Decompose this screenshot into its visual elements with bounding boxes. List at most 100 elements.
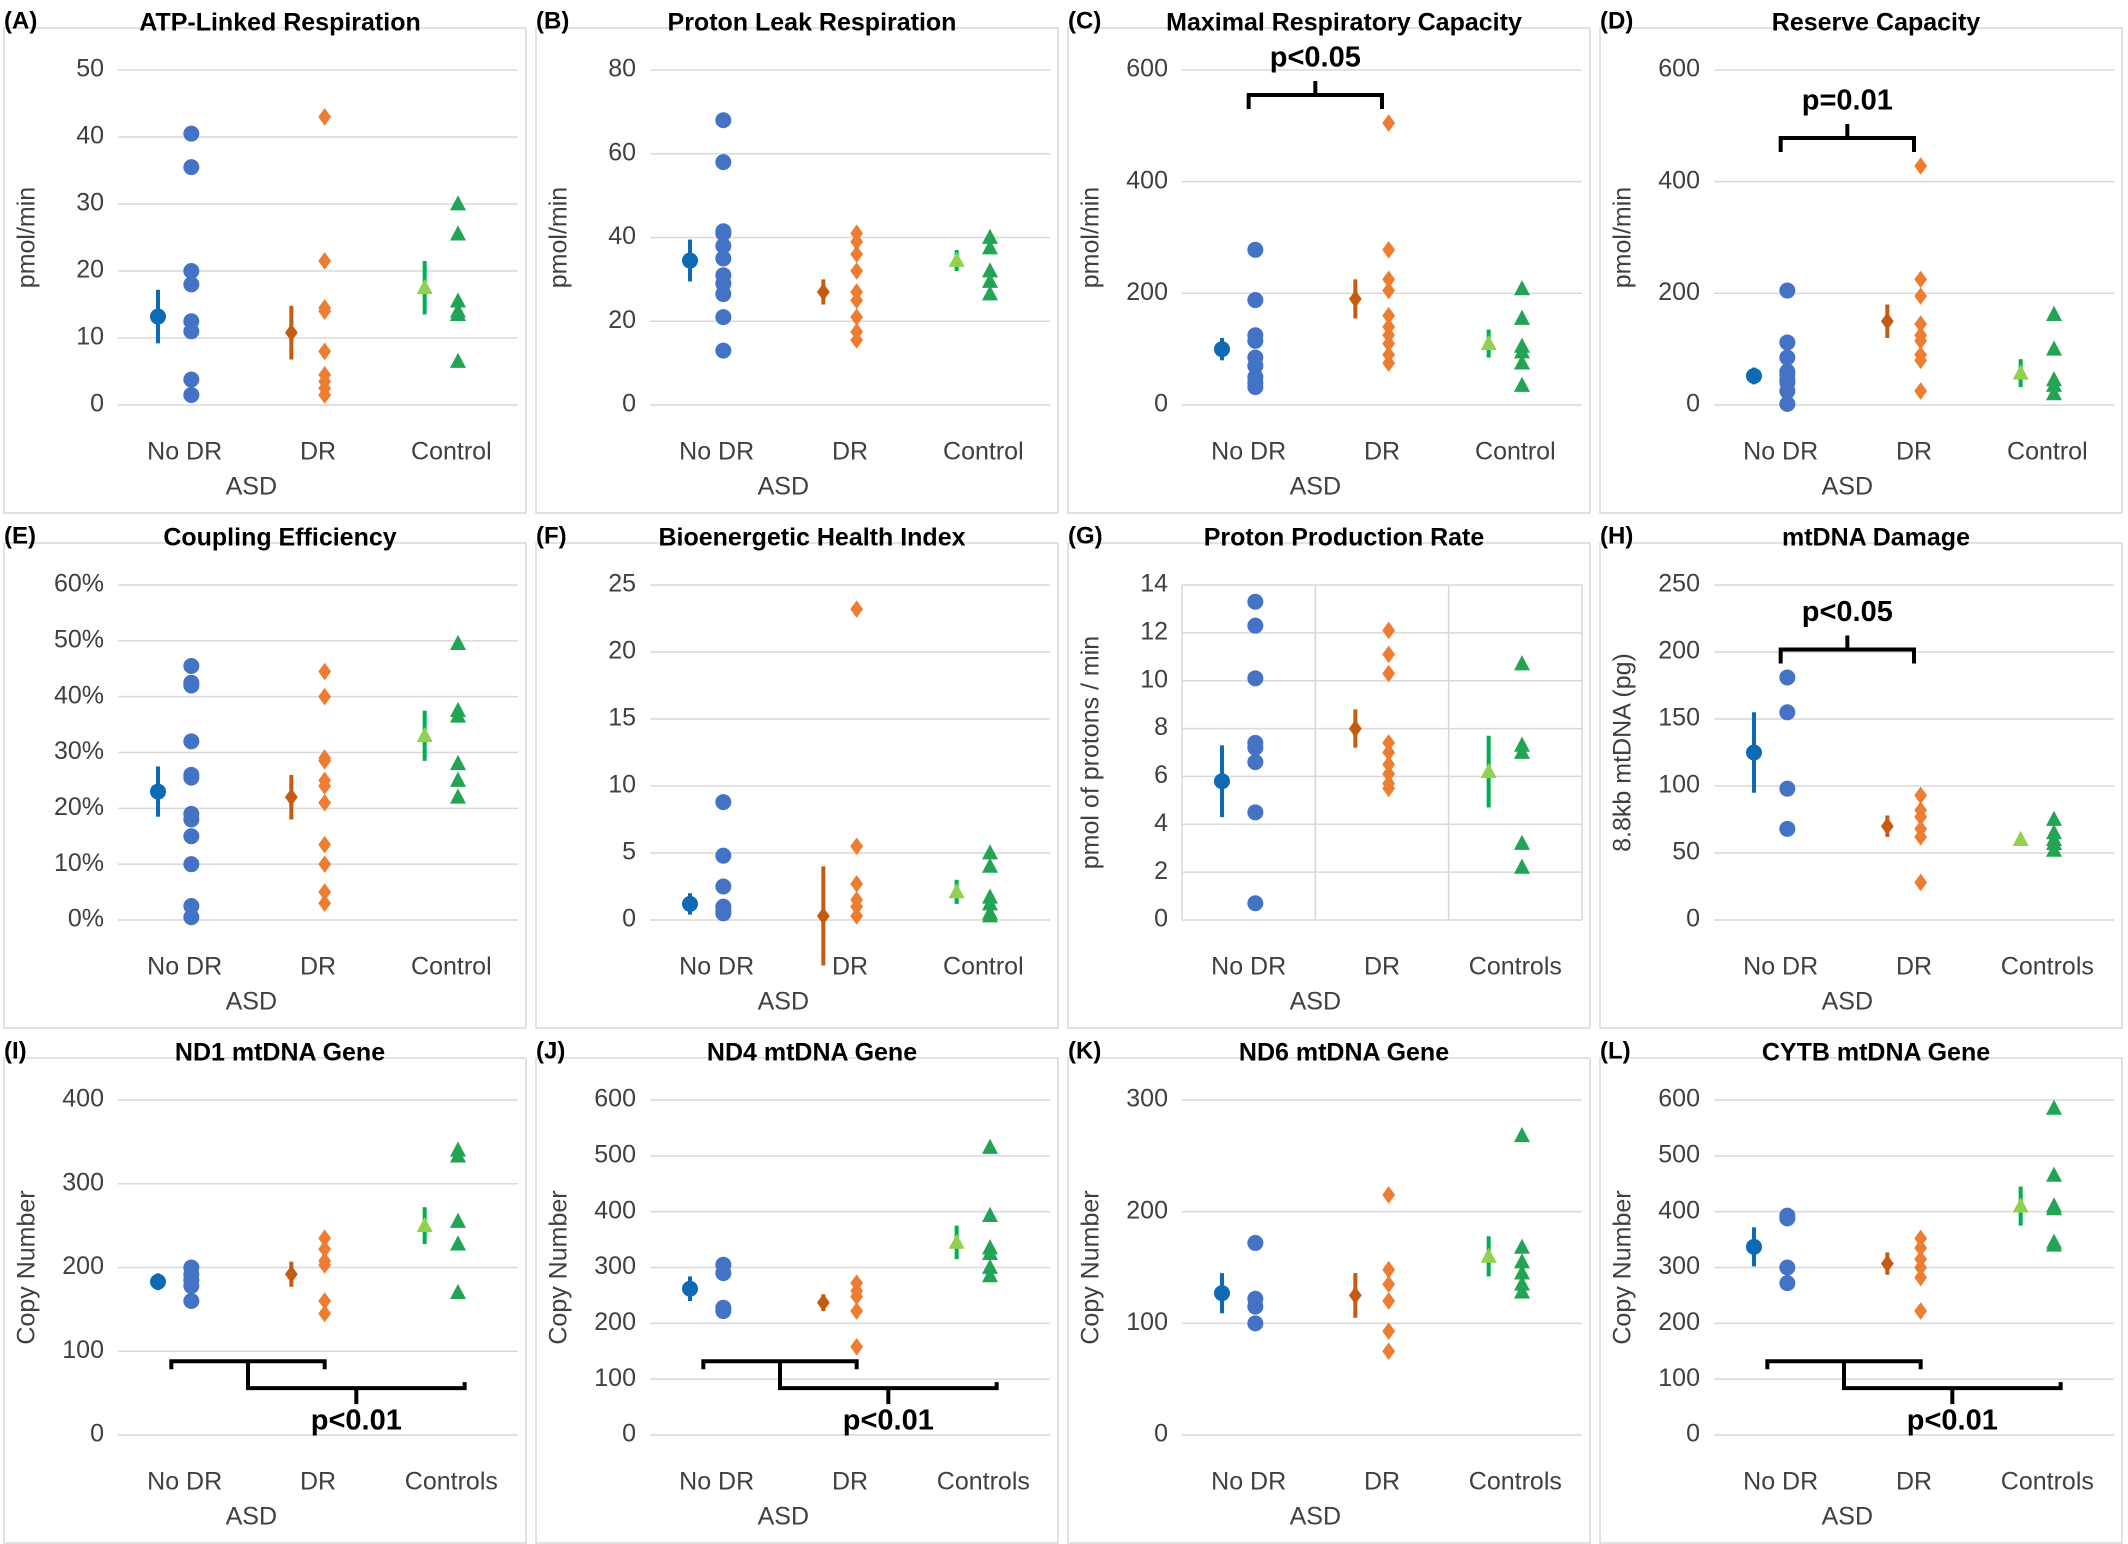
- data-point: [850, 875, 864, 893]
- y-tick-label: 4: [1154, 809, 1168, 837]
- data-point: [318, 855, 332, 873]
- mean-marker: [2012, 1197, 2029, 1213]
- y-tick-label: 20: [608, 306, 636, 334]
- y-tick-label: 30: [76, 189, 104, 217]
- x-tick-label: Controls: [1469, 1468, 1562, 1496]
- y-tick-label: 80: [608, 55, 636, 83]
- data-point: [982, 262, 998, 278]
- x-axis-label: ASD: [1822, 1503, 1873, 1531]
- data-point: [450, 305, 466, 321]
- mean-marker: [416, 1216, 433, 1233]
- y-tick-label: 0: [1686, 905, 1700, 933]
- chart-frame: [535, 27, 1059, 514]
- data-point: [1382, 354, 1396, 372]
- data-point: [1382, 1292, 1396, 1310]
- data-point: [2046, 1166, 2062, 1182]
- data-point: [715, 794, 732, 811]
- mean-marker: [284, 323, 298, 342]
- y-tick-label: 5: [622, 838, 636, 866]
- data-point: [450, 352, 466, 368]
- data-point: [1382, 306, 1396, 325]
- data-point: [450, 1212, 466, 1228]
- data-point: [1382, 1342, 1396, 1361]
- y-tick-label: 0: [622, 905, 636, 933]
- data-point: [982, 895, 998, 911]
- data-point: [1247, 593, 1264, 610]
- data-point: [1779, 334, 1796, 351]
- chart-title: mtDNA Damage: [1782, 524, 1970, 552]
- y-axis-label: pmol/min: [545, 187, 573, 288]
- mean-marker: [1348, 1286, 1362, 1305]
- y-tick-label: 20: [608, 637, 636, 665]
- data-point: [450, 771, 466, 787]
- data-point: [1914, 1302, 1928, 1320]
- mean-marker: [416, 726, 433, 743]
- mean-marker: [682, 895, 698, 912]
- significance-bracket: [1246, 81, 1384, 110]
- data-point: [1914, 873, 1928, 892]
- chart-frame: [1599, 542, 2123, 1029]
- data-point: [850, 308, 864, 326]
- y-tick-label: 2: [1154, 857, 1168, 885]
- mean-marker: [948, 1233, 965, 1249]
- x-tick-label: DR: [832, 438, 868, 466]
- data-point: [1779, 1275, 1796, 1292]
- data-point: [715, 225, 732, 242]
- data-point: [318, 752, 332, 770]
- y-tick-label: 12: [1140, 617, 1168, 645]
- data-point: [715, 309, 732, 326]
- data-point: [850, 837, 864, 856]
- y-tick-label: 400: [62, 1085, 104, 1113]
- y-axis-label: 8.8kb mtDNA (pg): [1609, 653, 1637, 852]
- data-point: [1914, 315, 1928, 333]
- data-point: [1914, 1229, 1928, 1248]
- data-point: [715, 1303, 732, 1320]
- data-point: [1514, 1264, 1530, 1280]
- data-point: [850, 1302, 864, 1320]
- y-axis-label: pmol/min: [1609, 187, 1637, 288]
- y-axis-label: Copy Number: [1609, 1190, 1637, 1344]
- mean-marker: [1746, 367, 1762, 384]
- data-point: [715, 342, 732, 359]
- data-point: [183, 811, 200, 828]
- y-tick-label: 0: [1154, 1420, 1168, 1448]
- data-point: [450, 292, 466, 308]
- y-tick-label: 600: [594, 1085, 636, 1113]
- mean-marker: [150, 783, 166, 800]
- data-point: [2046, 1236, 2062, 1252]
- mean-marker: [1480, 334, 1497, 350]
- significance-bracket: [1765, 1359, 2063, 1405]
- y-tick-label: 50: [1672, 838, 1700, 866]
- data-point: [1247, 292, 1264, 309]
- data-point: [1382, 1322, 1396, 1340]
- data-point: [1914, 828, 1928, 846]
- data-point: [1247, 241, 1264, 258]
- y-axis-label: pmol/min: [13, 187, 41, 288]
- panel-label: (C): [1068, 7, 1101, 34]
- x-tick-label: Controls: [937, 1468, 1030, 1496]
- data-point: [318, 777, 332, 795]
- y-tick-label: 300: [1658, 1252, 1700, 1280]
- y-tick-label: 100: [1658, 1364, 1700, 1392]
- data-point: [1247, 739, 1264, 756]
- data-point: [2046, 376, 2062, 392]
- y-tick-label: 200: [1658, 1308, 1700, 1336]
- mean-marker: [1480, 1247, 1497, 1263]
- data-point: [1914, 270, 1928, 289]
- data-point: [1914, 1268, 1928, 1287]
- x-axis-label: ASD: [1822, 988, 1873, 1016]
- mean-marker: [1214, 341, 1230, 358]
- x-axis-label: ASD: [226, 988, 277, 1016]
- x-tick-label: No DR: [147, 438, 222, 466]
- data-point: [715, 1265, 732, 1282]
- data-point: [850, 907, 864, 925]
- y-tick-label: 60: [608, 138, 636, 166]
- data-point: [1514, 1283, 1530, 1299]
- y-tick-label: 14: [1140, 570, 1168, 598]
- x-tick-label: No DR: [1743, 438, 1818, 466]
- data-point: [450, 788, 466, 804]
- data-point: [318, 1229, 332, 1247]
- y-tick-label: 40%: [54, 681, 104, 709]
- y-tick-label: 0: [1154, 390, 1168, 418]
